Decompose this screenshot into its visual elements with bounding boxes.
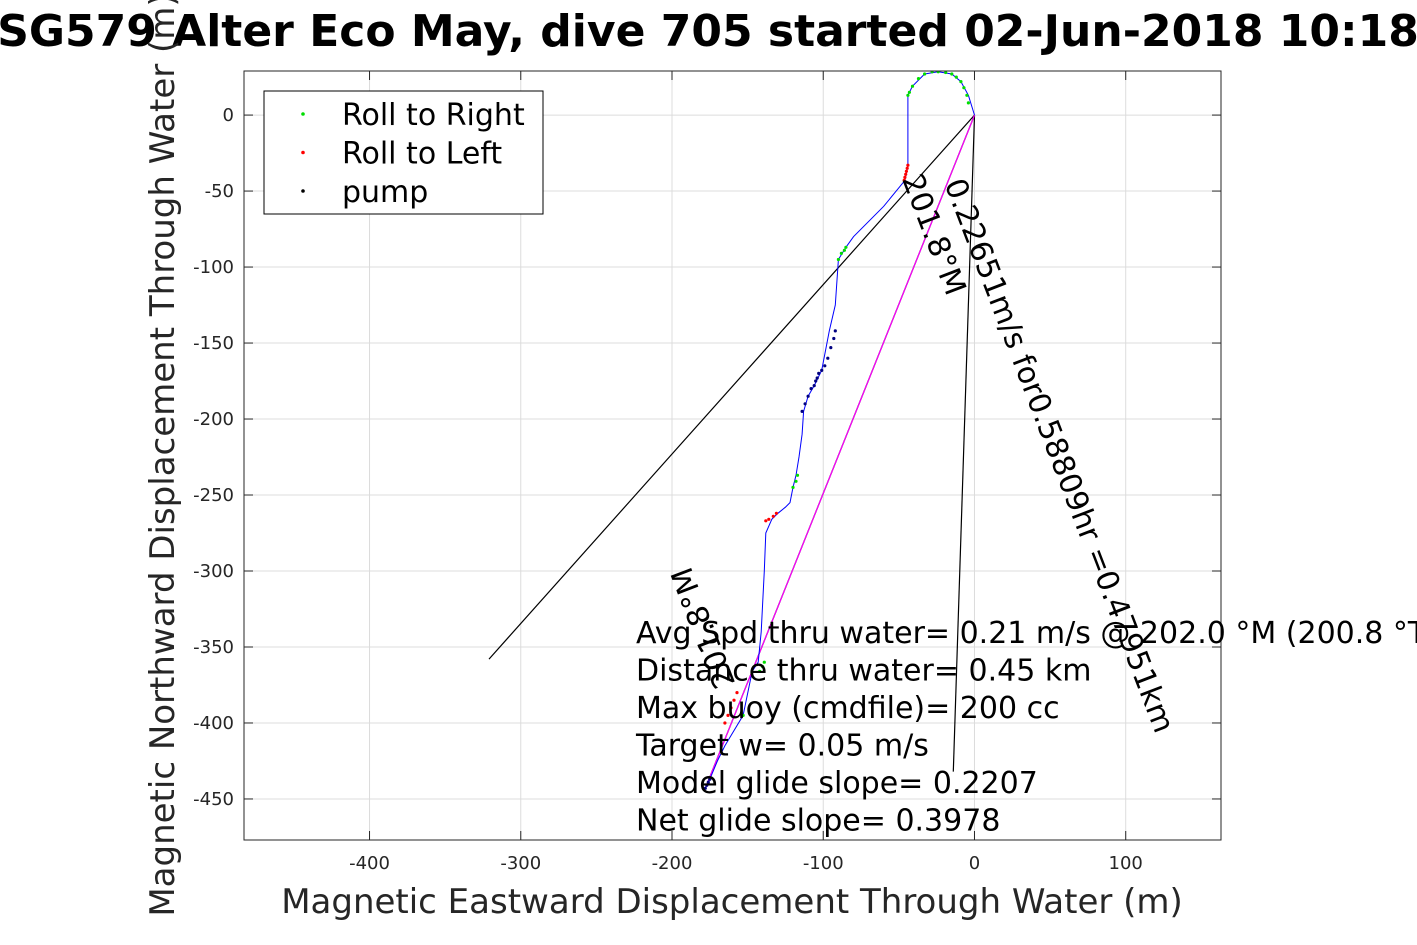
roll-left-point [904,169,909,173]
legend-entry: Roll to Left [342,137,502,172]
x-tick-label: -100 [803,853,844,874]
roll-left-point [774,511,779,515]
legend-box [263,90,544,215]
roll-left-point [771,514,775,518]
roll-right-point [761,665,765,669]
roll-right-point [741,713,745,718]
pump-point [823,364,827,368]
roll-right-point [965,93,969,97]
roll-right-point [966,101,971,105]
direct-line [952,115,976,772]
roll-right-point [916,77,921,81]
roll-left-point [726,713,730,718]
pump-point [803,402,807,406]
roll-right-point [791,485,795,489]
roll-right-point [758,669,762,673]
pump-point [820,368,824,372]
pump-point [703,786,707,790]
roll-right-point [959,80,963,84]
y-tick-label: -150 [193,333,234,354]
y-tick-label: -350 [193,637,234,658]
legend-entry: pump [342,175,428,210]
legend-entry: Roll to Right [342,98,525,133]
y-tick-label: -400 [193,713,234,734]
pump-point [815,376,819,380]
roll-right-point [910,84,915,88]
pump-point [829,346,833,350]
pump-point [708,777,712,781]
roll-right-point [836,257,841,262]
roll-right-point [954,75,958,79]
roll-right-point [930,71,934,74]
pump-point [833,329,837,333]
roll-right-point [923,72,927,76]
y-tick-label: -50 [205,181,234,202]
pump-point [812,384,816,388]
pump-point [809,387,813,391]
x-tick-label: -200 [652,853,693,874]
roll-left-point [905,166,909,170]
axis-ticks: -400 -300 -200 -100 0 100 0 -50 -100 -150 -200 -250… [193,71,1221,874]
legend-marker [301,189,305,193]
y-tick-label: -250 [193,485,234,506]
legend-marker [301,150,305,155]
y-tick-label: -200 [193,409,234,430]
y-tick-label: -450 [193,789,234,810]
stats-annotation-line: Max buoy (cmdfile)= 200 cc [636,691,1060,726]
roll-left-point [729,706,733,710]
y-tick-label: -100 [193,257,234,278]
y-tick-label: 0 [223,105,234,126]
y-axis-label: Magnetic Northward Displacement Through … [143,0,183,917]
pump-point [806,394,810,398]
roll-right-point [762,660,766,664]
x-tick-label: -400 [349,853,390,874]
x-tick-label: -300 [500,853,541,874]
roll-right-point [950,72,954,76]
plot-marks [488,71,976,790]
pump-point [814,379,818,383]
roll-left-point [902,178,906,182]
pump-point [705,783,709,787]
roll-right-point [962,86,966,90]
roll-left-point [903,175,907,179]
x-tick-label: 0 [969,853,980,874]
roll-right-point [794,479,798,483]
roll-right-point [906,93,910,97]
roll-left-point [906,163,910,167]
pump-point [706,780,710,784]
stats-annotation-line: Distance thru water= 0.45 km [636,654,1091,689]
roll-left-point [723,721,727,725]
roll-right-point [844,245,848,249]
x-tick-label: 100 [1109,853,1143,874]
current-line [488,114,975,660]
chart-title: SG579 Alter Eco May, dive 705 started 02… [0,6,1417,57]
roll-left-point [735,691,739,695]
pump-point [826,356,830,360]
stats-annotation-line: Target w= 0.05 m/s [635,729,929,764]
y-tick-label: -300 [193,561,234,582]
roll-left-point [764,519,768,523]
legend-marker [301,112,305,116]
x-axis-label: Magnetic Eastward Displacement Through W… [281,882,1183,922]
roll-left-point [767,517,771,521]
stats-annotation-line: Avg Spd thru water= 0.21 m/s @ 202.0 °M … [636,616,1417,651]
roll-right-point [936,71,940,74]
stats-annotation-line: Net glide slope= 0.3978 [636,804,1000,839]
roll-left-point [904,172,908,176]
roll-right-point [795,473,800,477]
pump-point [817,371,821,375]
plot-frame [243,70,1222,841]
roll-right-point [944,71,948,75]
roll-right-point [839,251,844,255]
average-track-line [704,114,976,789]
stats-annotations: Avg Spd thru water= 0.21 m/s @ 202.0 °M … [635,616,1417,839]
pump-point [832,336,836,341]
roll-left-point [732,698,736,702]
pump-point [800,409,804,413]
roll-right-point [907,90,912,94]
stats-annotation-line: Model glide slope= 0.2207 [636,766,1038,801]
roll-right-point [842,248,847,252]
